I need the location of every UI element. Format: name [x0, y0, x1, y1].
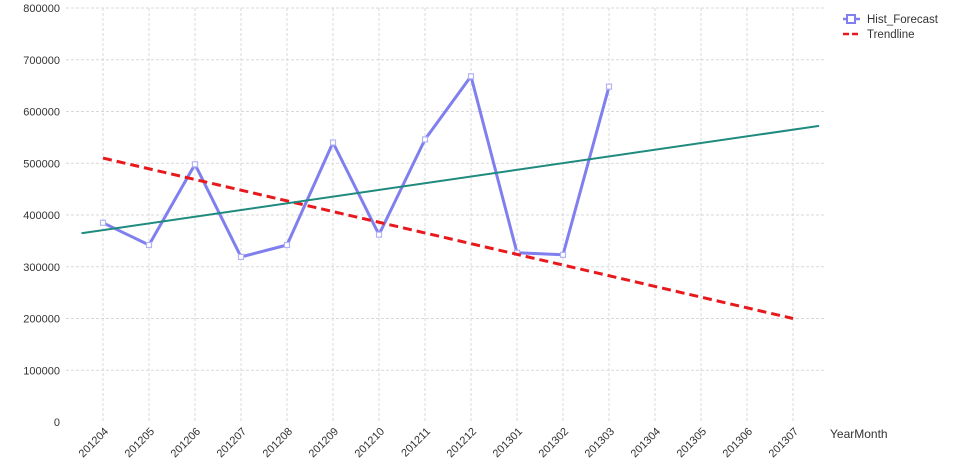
data-point	[283, 241, 291, 249]
linear-fit-line	[81, 125, 820, 235]
data-point	[237, 253, 245, 261]
legend-marker	[846, 14, 856, 24]
y-tick-label: 800000	[23, 3, 60, 15]
x-tick-label: 201301	[491, 426, 525, 460]
y-tick-label: 600000	[23, 107, 60, 119]
data-point	[375, 231, 383, 238]
data-point	[329, 139, 337, 146]
x-axis-ticks: 201204 201205 201206 201207 201208 201209 2012…	[77, 426, 801, 460]
x-axis-title: YearMonth	[830, 427, 888, 441]
x-tick-label: 201212	[445, 426, 479, 460]
x-tick-label: 201207	[215, 426, 249, 460]
data-point	[99, 219, 107, 226]
x-tick-label: 201211	[399, 426, 433, 460]
data-point	[145, 241, 153, 249]
x-tick-label: 201206	[169, 426, 203, 460]
x-tick-label: 201210	[353, 426, 387, 460]
y-tick-label: 400000	[23, 210, 60, 222]
series-layer	[81, 73, 820, 320]
x-tick-label: 201208	[261, 426, 295, 460]
y-tick-label: 300000	[23, 262, 60, 274]
y-tick-label: 0	[54, 417, 60, 429]
data-point	[467, 73, 475, 80]
y-tick-label: 200000	[23, 314, 60, 326]
x-tick-label: 201204	[77, 426, 111, 460]
x-tick-label: 201303	[583, 426, 617, 460]
x-tick-label: 201304	[629, 426, 663, 460]
x-tick-label: 201307	[767, 426, 801, 460]
y-tick-label: 100000	[23, 365, 60, 377]
y-tick-label: 500000	[23, 158, 60, 170]
trendline-series	[102, 156, 794, 320]
x-tick-label: 201305	[675, 426, 709, 460]
gridlines	[66, 7, 826, 422]
data-point	[559, 251, 567, 258]
x-tick-label: 201302	[537, 426, 571, 460]
data-point	[605, 83, 613, 90]
x-tick-label: 201209	[307, 426, 341, 460]
data-point	[191, 161, 199, 168]
x-tick-label: 201205	[123, 426, 157, 460]
legend: Hist_Forecast Trendline	[843, 14, 939, 41]
y-axis-ticks: 0 100000 200000 300000 400000 500000 600000 700…	[23, 3, 60, 429]
x-tick-label: 201306	[721, 426, 755, 460]
y-tick-label: 700000	[23, 55, 60, 67]
legend-label: Trendline	[867, 29, 915, 41]
data-point	[421, 136, 429, 143]
legend-label: Hist_Forecast	[867, 14, 939, 26]
